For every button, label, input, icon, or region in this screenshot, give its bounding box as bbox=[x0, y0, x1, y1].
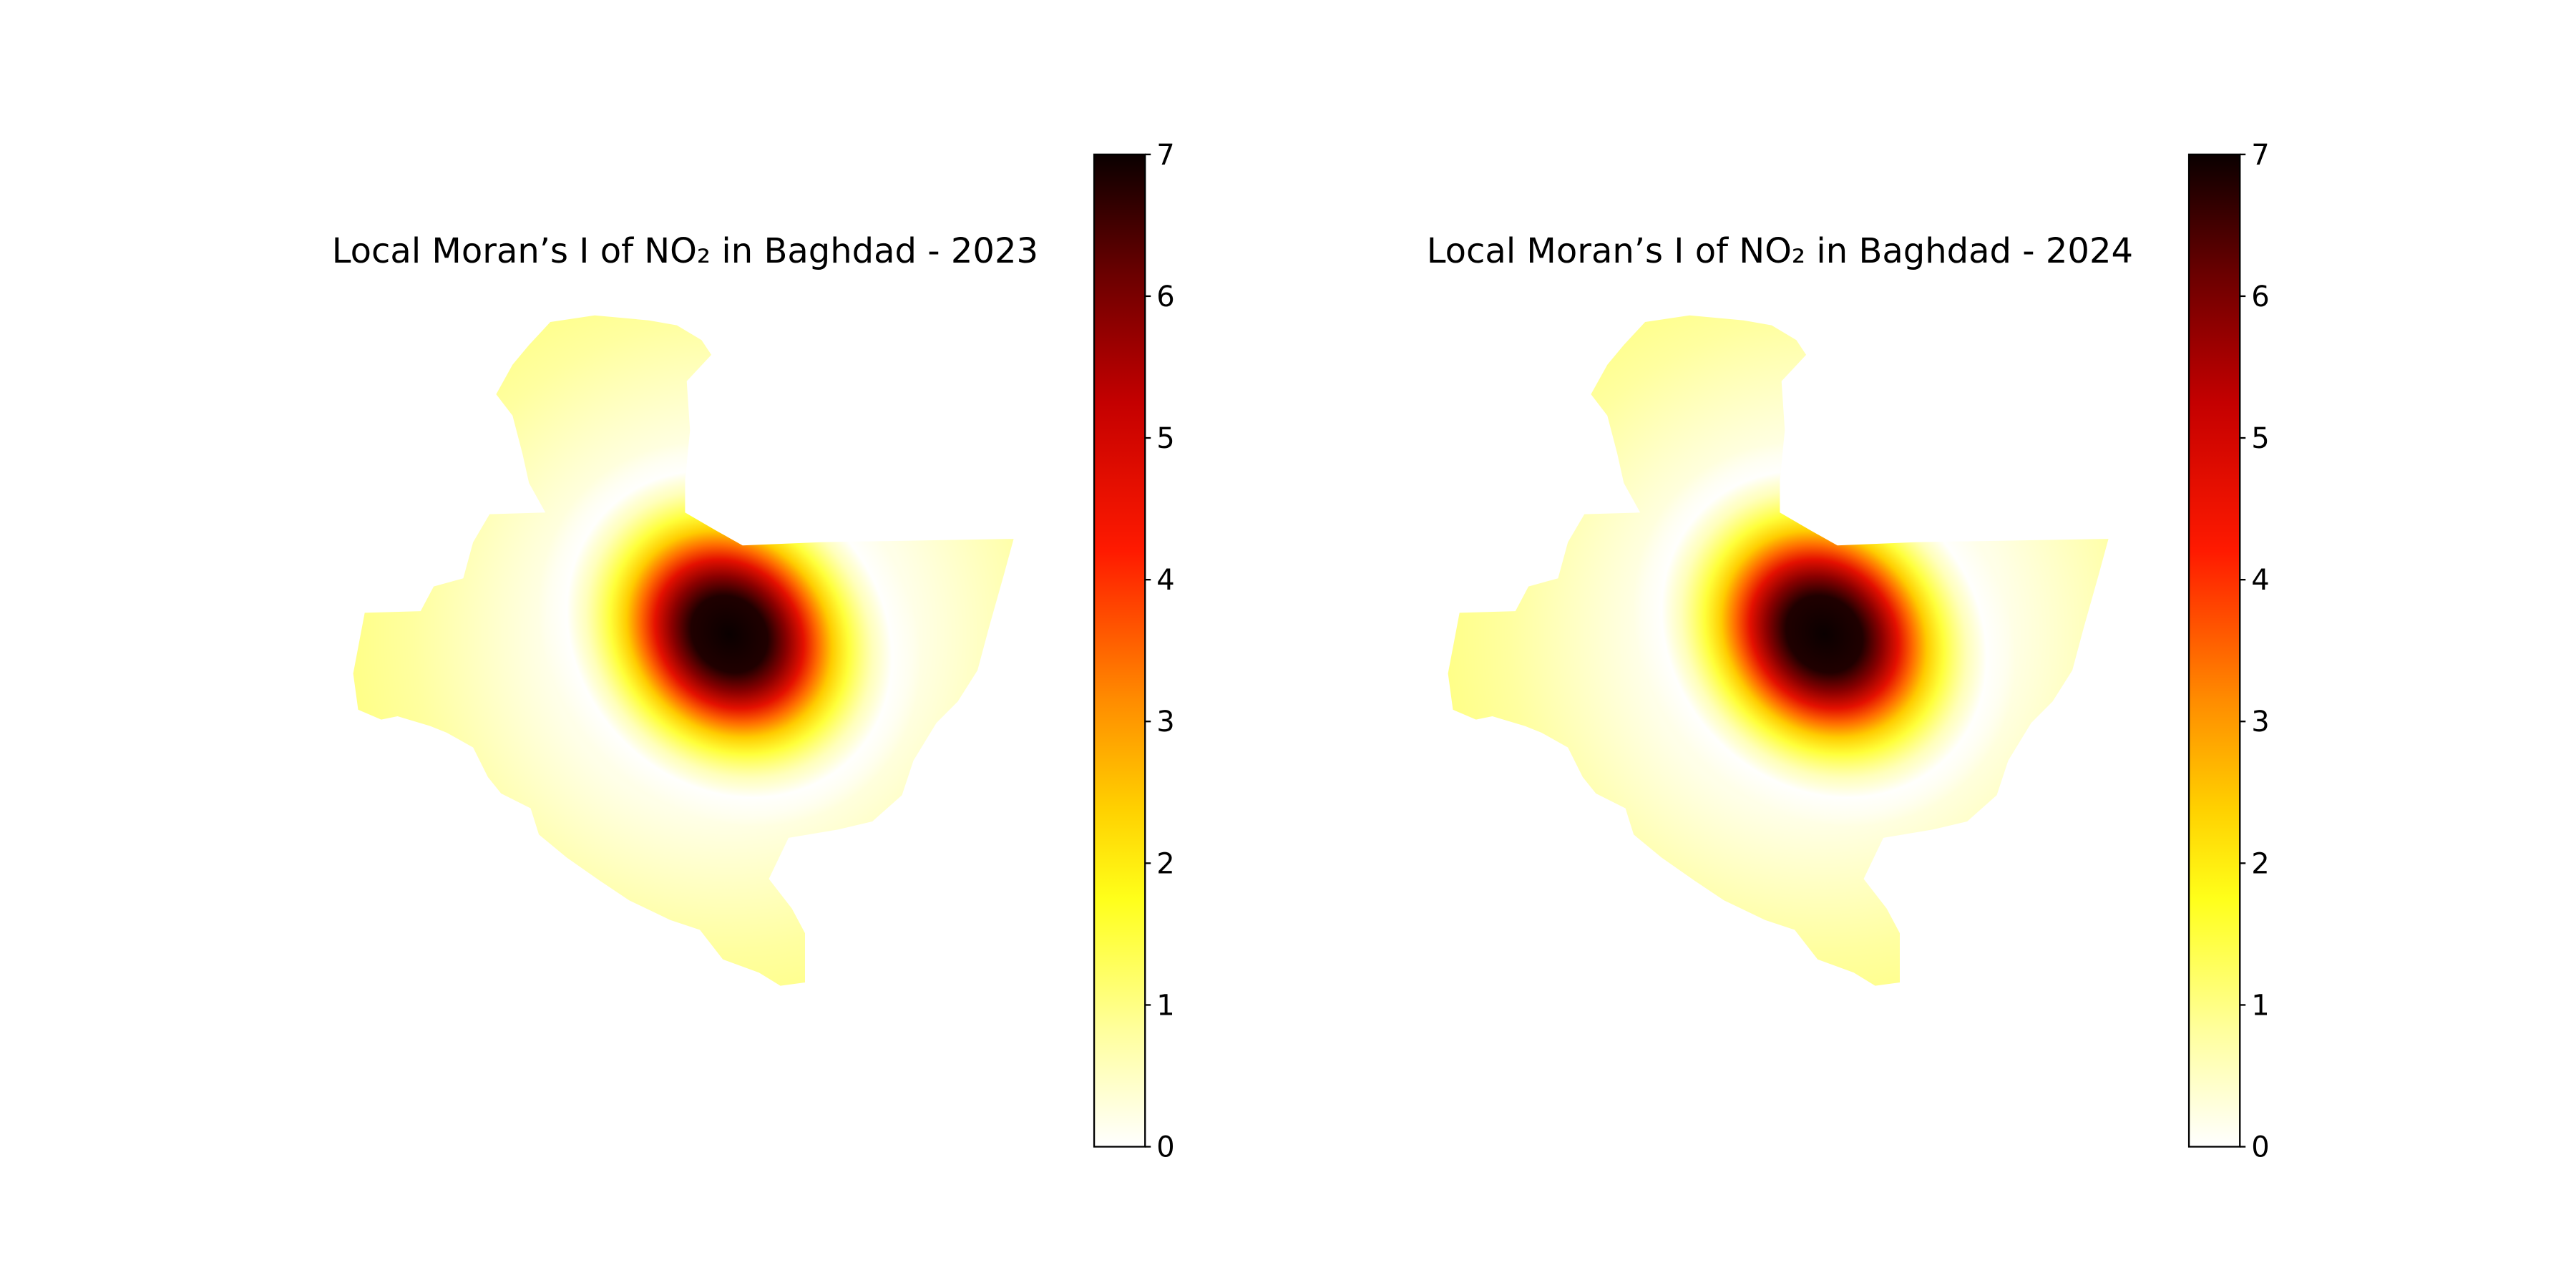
colorbar-tick-label: 7 bbox=[2251, 139, 2269, 172]
map-title: Local Moran’s I of NO₂ in Baghdad - 2023 bbox=[331, 231, 1039, 272]
colorbar-tick-label: 1 bbox=[1156, 989, 1174, 1022]
heatmap-svg: 0 1 2 3 4 5 6 7 bbox=[353, 139, 1175, 1164]
colorbar-tick-label: 6 bbox=[1156, 280, 1174, 313]
map-panel-2023: Local Moran’s I of NO₂ in Baghdad - 2023… bbox=[331, 139, 1175, 1164]
colorbar-tick-label: 3 bbox=[2251, 706, 2269, 738]
colorbar-tick-label: 5 bbox=[2251, 422, 2269, 455]
colorbar-tick-label: 7 bbox=[1156, 139, 1174, 172]
colorbar-tick-label: 6 bbox=[2251, 280, 2269, 313]
colorbar bbox=[2187, 153, 2241, 1148]
colorbar bbox=[1093, 153, 1146, 1148]
heatmap-svg: 0 1 2 3 4 5 6 7 bbox=[1448, 139, 2270, 1164]
colorbar-tick-label: 2 bbox=[1156, 847, 1174, 880]
map-title: Local Moran’s I of NO₂ in Baghdad - 2024 bbox=[1426, 231, 2134, 272]
colorbar-tick-label: 2 bbox=[2251, 847, 2269, 880]
colorbar-tick-label: 5 bbox=[1156, 422, 1174, 455]
map-panel-2024: Local Moran’s I of NO₂ in Baghdad - 2024… bbox=[1095, 0, 2383, 1288]
colorbar-tick-label: 0 bbox=[2251, 1131, 2269, 1164]
colorbar-tick-label: 4 bbox=[1156, 564, 1174, 597]
colorbar-tick-label: 3 bbox=[1156, 706, 1174, 738]
colorbar-tick-label: 0 bbox=[1156, 1131, 1174, 1164]
colorbar-tick-label: 1 bbox=[2251, 989, 2269, 1022]
colorbar-tick-label: 4 bbox=[2251, 564, 2269, 597]
